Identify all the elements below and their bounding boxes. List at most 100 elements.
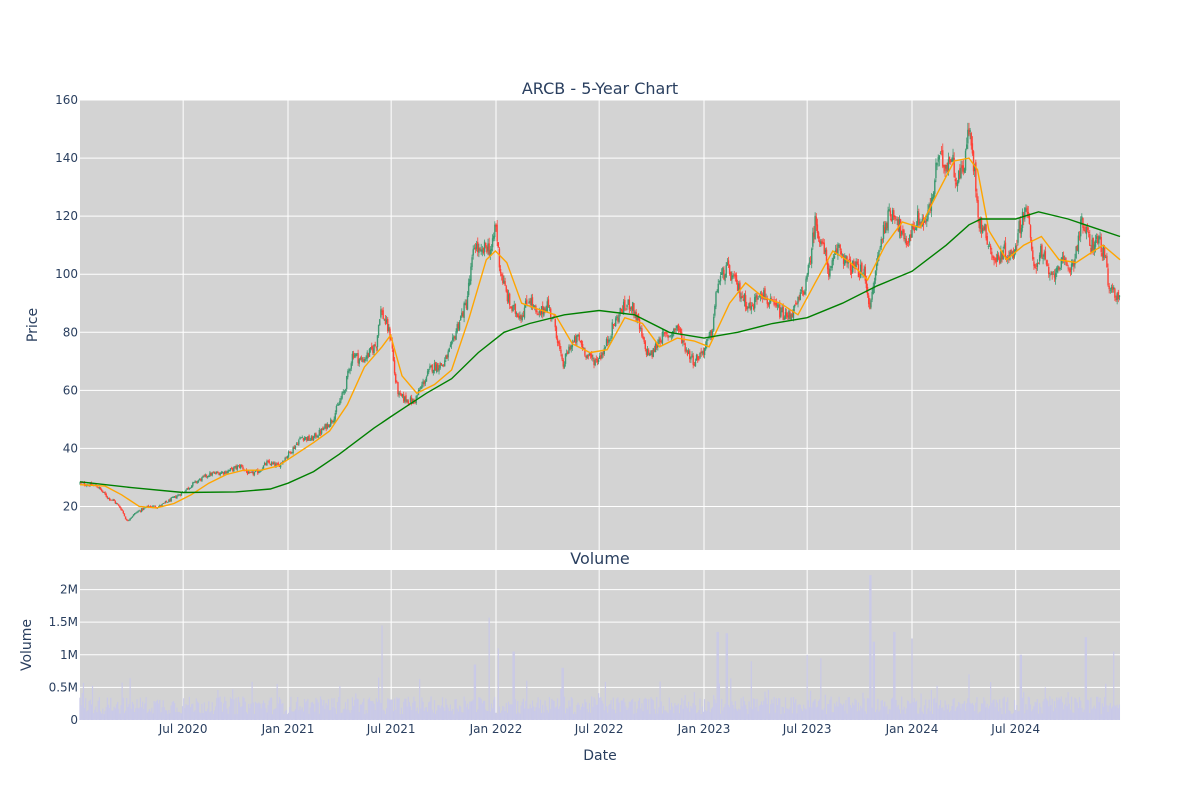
volume-bar (129, 678, 131, 720)
volume-bar (563, 696, 565, 720)
volume-bar (525, 700, 527, 720)
volume-bar (147, 711, 149, 720)
candle-body (405, 395, 407, 402)
candle-body (608, 339, 610, 342)
volume-bar (477, 709, 479, 720)
candle-body (240, 464, 242, 469)
candle-body (193, 481, 195, 483)
candle-body (262, 465, 265, 469)
volume-bar (415, 711, 417, 720)
candle-body (1020, 227, 1023, 234)
candle-body (1059, 267, 1061, 270)
candle-body (985, 224, 987, 239)
volume-bar (366, 713, 368, 720)
volume-bar (831, 712, 833, 720)
candle-body (1053, 274, 1056, 278)
candle-body (812, 232, 814, 247)
volume-bar (1068, 703, 1070, 720)
candle-body (504, 281, 506, 286)
x-tick-label: Jul 2023 (782, 722, 832, 736)
volume-bar (955, 707, 958, 720)
volume-bar (382, 709, 384, 720)
candle-body (681, 332, 683, 344)
candle-body (382, 310, 384, 319)
candle-body (1077, 235, 1080, 252)
volume-bar (1098, 702, 1100, 720)
volume-bar (359, 704, 361, 720)
volume-bar (648, 699, 650, 720)
candle-body (927, 210, 929, 220)
volume-bar (105, 706, 107, 720)
price-grid (80, 99, 1120, 550)
volume-bar (1116, 704, 1118, 720)
volume-bar (970, 704, 972, 720)
volume-bar (381, 625, 383, 720)
volume-bar (171, 701, 173, 720)
volume-bar (1024, 713, 1026, 720)
volume-bar (530, 708, 532, 720)
candle-body (197, 480, 200, 482)
volume-bar (1111, 706, 1114, 720)
candle-body (317, 435, 319, 438)
volume-bar (520, 705, 522, 720)
volume-bar (535, 707, 537, 720)
candle-body (459, 316, 462, 321)
volume-bar (564, 713, 567, 720)
volume-bar (824, 694, 826, 720)
volume-bar (923, 705, 926, 720)
volume-bar (1009, 710, 1011, 720)
volume-bar (797, 705, 799, 720)
volume-bar (1023, 692, 1025, 720)
candle-body (467, 282, 470, 296)
candle-body (487, 243, 489, 251)
volume-bar (193, 711, 195, 720)
volume-bar (226, 708, 228, 720)
volume-bar (845, 700, 847, 720)
volume-bar (596, 704, 599, 720)
volume-bar (306, 700, 308, 720)
volume-bar (235, 697, 237, 720)
candle-body (780, 311, 782, 317)
volume-bar (396, 697, 398, 720)
volume-bar (370, 700, 372, 720)
volume-bar (295, 701, 298, 720)
volume-bar (984, 700, 986, 720)
candle-body (436, 364, 438, 373)
volume-bar (553, 701, 555, 720)
candle-body (1045, 260, 1048, 265)
volume-bar (232, 689, 234, 720)
volume-bar (570, 697, 572, 720)
volume-bar (1028, 697, 1030, 720)
volume-bar (651, 698, 653, 720)
candle-body (293, 447, 295, 449)
volume-bar (130, 708, 132, 720)
candle-body (301, 437, 303, 438)
volume-bar (921, 711, 923, 720)
candle-body (336, 405, 339, 406)
volume-bar (305, 702, 307, 720)
volume-bar (1065, 697, 1067, 720)
volume-bar (465, 707, 467, 720)
candle-body (440, 363, 442, 366)
volume-bar (378, 677, 380, 720)
volume-bar (619, 711, 621, 720)
candle-body (914, 228, 917, 230)
volume-bar (808, 707, 811, 720)
volume-bar (265, 708, 267, 720)
candle-body (185, 489, 187, 492)
candle-body (507, 294, 510, 302)
volume-bar (506, 712, 508, 720)
volume-bar (456, 708, 458, 720)
candle-body (1086, 227, 1089, 230)
candle-body (129, 518, 131, 521)
candle-body (870, 300, 872, 308)
candle-body (462, 311, 464, 317)
volume-bar (1016, 705, 1018, 720)
volume-bar (870, 575, 872, 720)
volume-bar (1007, 697, 1009, 720)
volume-bar (941, 708, 943, 720)
volume-bar (464, 700, 466, 720)
volume-bar (330, 709, 332, 720)
candle-body (702, 351, 705, 355)
volume-bar (750, 661, 752, 720)
